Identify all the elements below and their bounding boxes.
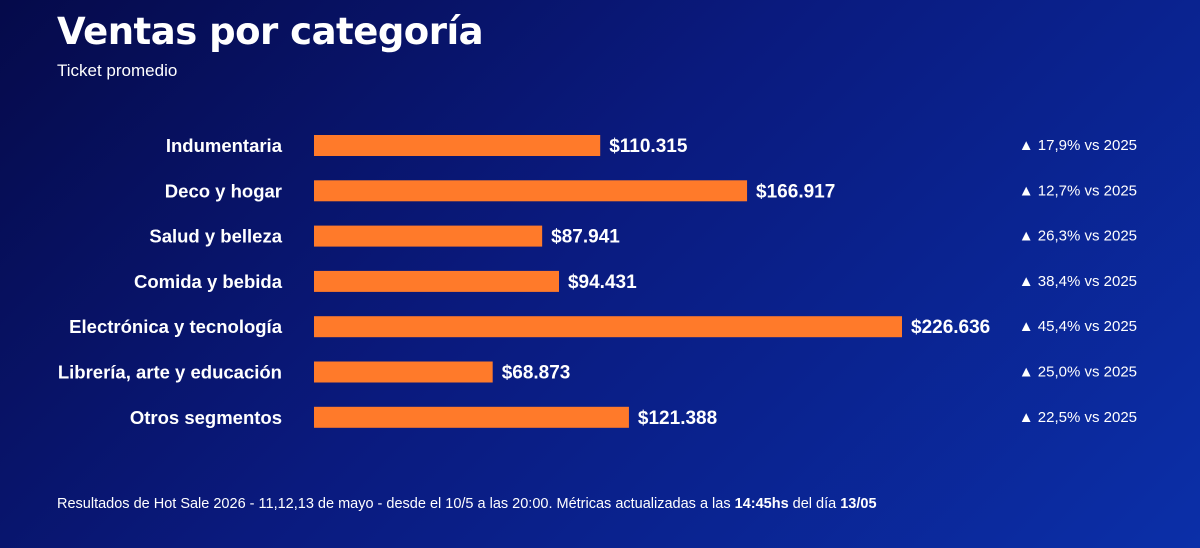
value-label: $110.315 <box>609 136 688 157</box>
category-label: Indumentaria <box>166 135 283 156</box>
category-label: Salud y belleza <box>149 226 282 247</box>
value-label: $87.941 <box>551 227 620 248</box>
chart-title: Ventas por categoría <box>57 10 484 53</box>
value-label: $94.431 <box>568 272 637 293</box>
value-label: $121.388 <box>638 408 717 429</box>
bar <box>314 361 493 383</box>
value-label: $166.917 <box>756 181 835 202</box>
footer-note: Resultados de Hot Sale 2026 - 11,12,13 d… <box>57 496 877 512</box>
category-label: Electrónica y tecnología <box>69 316 283 337</box>
category-label: Deco y hogar <box>165 180 282 201</box>
change-label: ▲ 25,0% vs 2025 <box>1019 364 1137 381</box>
bar <box>314 135 601 156</box>
chart-subtitle: Ticket promedio <box>57 61 178 80</box>
category-label: Librería, arte y educación <box>58 362 282 383</box>
category-label: Comida y bebida <box>134 271 283 292</box>
value-label: $68.873 <box>502 363 571 384</box>
value-label: $226.636 <box>911 317 990 338</box>
footer-date: 13/05 <box>840 496 877 512</box>
change-label: ▲ 17,9% vs 2025 <box>1019 137 1137 154</box>
bar <box>314 406 629 428</box>
bar <box>314 225 543 247</box>
bar <box>314 180 748 202</box>
change-label: ▲ 26,3% vs 2025 <box>1019 228 1137 245</box>
bar <box>314 316 902 338</box>
change-label: ▲ 22,5% vs 2025 <box>1019 409 1137 426</box>
change-label: ▲ 45,4% vs 2025 <box>1019 318 1137 335</box>
footer-text-2: del día <box>788 496 841 512</box>
category-label: Otros segmentos <box>130 407 282 428</box>
change-label: ▲ 12,7% vs 2025 <box>1019 182 1137 199</box>
footer-time: 14:45hs <box>734 496 789 512</box>
change-label: ▲ 38,4% vs 2025 <box>1019 273 1137 290</box>
footer-text-1: Resultados de Hot Sale 2026 - 11,12,13 d… <box>57 496 735 512</box>
bar <box>314 270 559 292</box>
